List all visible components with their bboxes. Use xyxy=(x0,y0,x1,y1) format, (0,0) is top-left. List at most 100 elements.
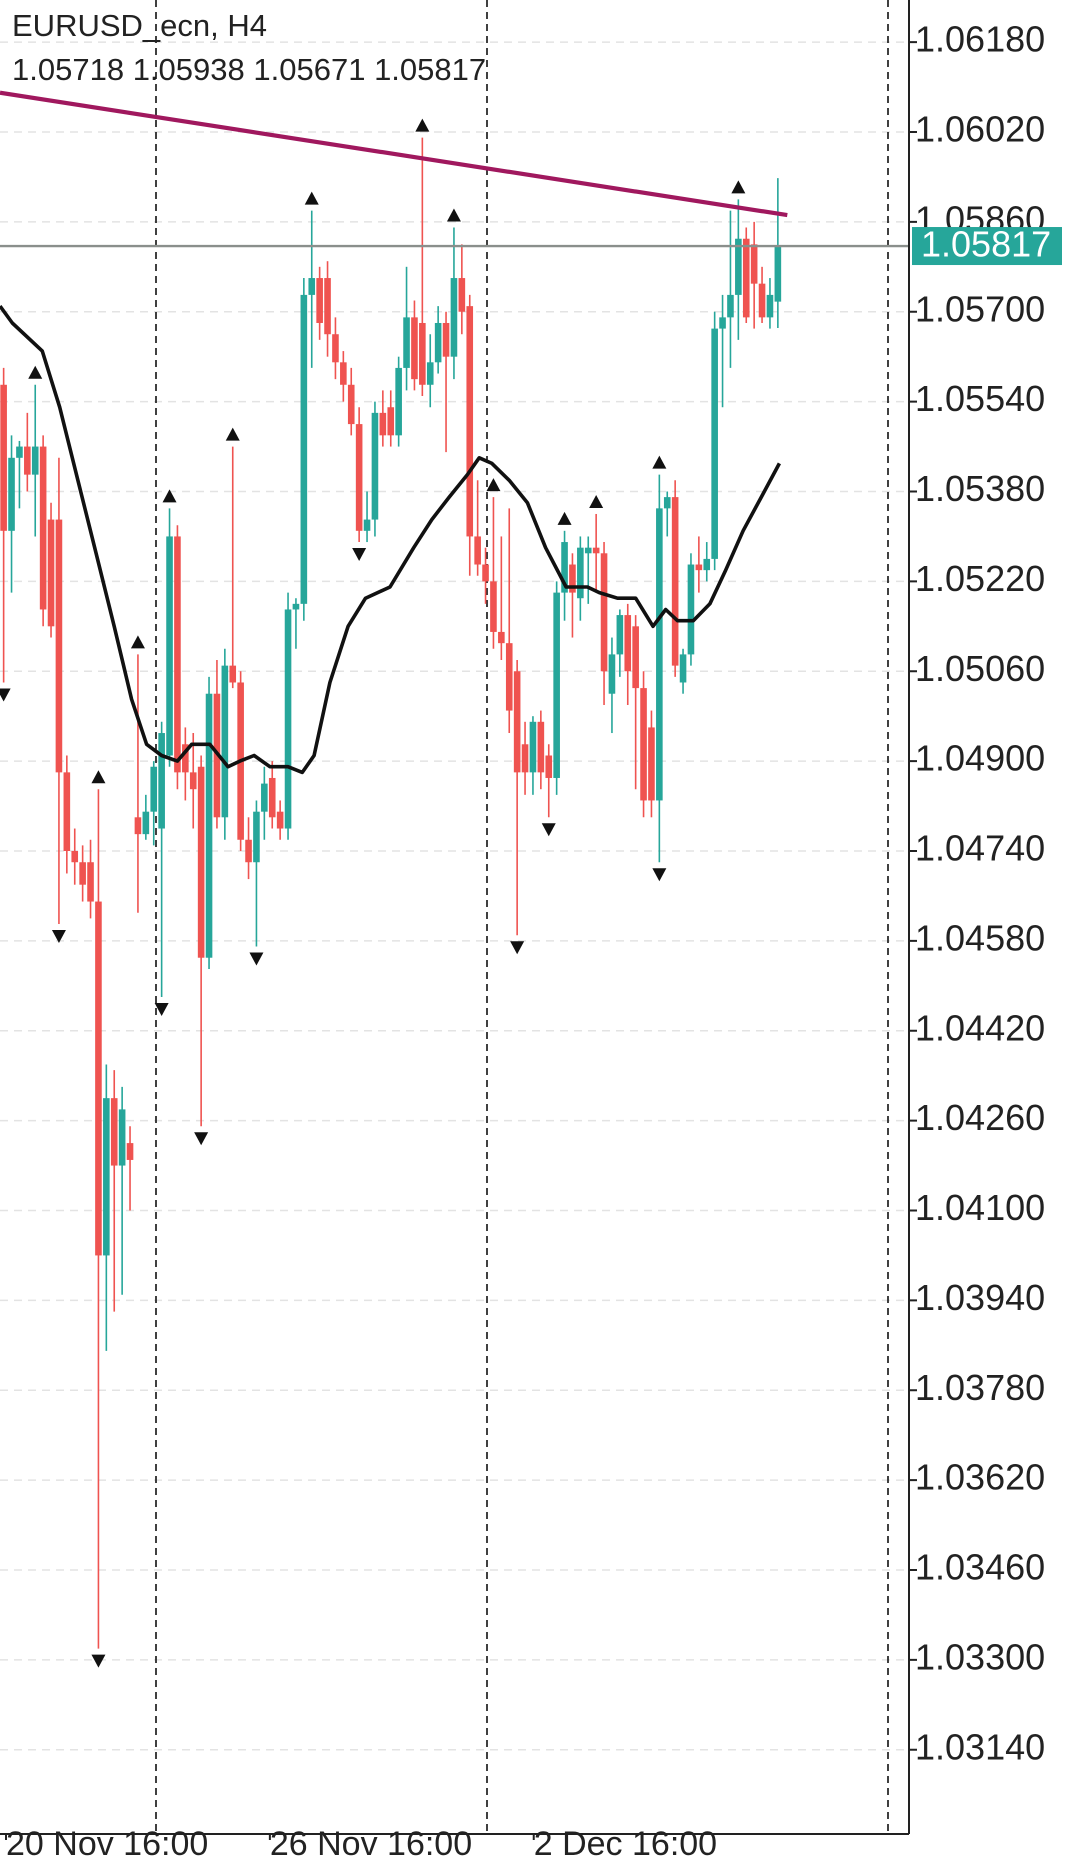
fractal-up-arrow xyxy=(557,511,572,525)
candle-body xyxy=(505,643,513,711)
fractal-up-arrow xyxy=(162,489,177,503)
fractal-up-arrow xyxy=(486,478,501,492)
candle-body xyxy=(766,294,774,318)
candle-body xyxy=(166,536,173,756)
candle-body xyxy=(482,564,489,582)
candle-body xyxy=(403,317,410,368)
candle-body xyxy=(134,817,142,835)
candle-body xyxy=(47,519,55,627)
candle-body xyxy=(189,772,197,790)
trendline xyxy=(0,90,788,218)
candle-body xyxy=(711,328,718,559)
candle-body xyxy=(118,1109,126,1166)
header-low: 1.05671 xyxy=(253,52,366,87)
candle-body xyxy=(561,542,568,593)
candle-body xyxy=(458,278,466,312)
candle-body xyxy=(31,446,39,475)
y-tick-label: 1.04260 xyxy=(915,1097,1045,1138)
fractal-up-arrow xyxy=(304,191,319,205)
candle-body xyxy=(395,367,402,436)
candle-body xyxy=(355,424,363,531)
header-close: 1.05817 xyxy=(374,52,487,87)
fractal-down-arrow xyxy=(352,548,367,562)
candle-body xyxy=(205,693,213,958)
candle-body xyxy=(640,688,647,801)
candle-body xyxy=(332,334,339,363)
candle-body xyxy=(584,547,592,554)
y-tick-label: 1.05540 xyxy=(915,378,1045,419)
fractal-down-arrow xyxy=(510,941,525,955)
last-price-box xyxy=(912,227,1062,266)
candle-body xyxy=(498,631,505,644)
candle-body xyxy=(55,519,63,773)
y-tick-label: 1.06020 xyxy=(915,109,1045,150)
candle-body xyxy=(39,446,47,610)
candle-body xyxy=(632,626,639,689)
candle-body xyxy=(513,671,521,773)
fractal-down-arrow xyxy=(194,1132,209,1146)
candle-body xyxy=(577,547,584,599)
candle-body xyxy=(687,564,695,655)
candle-body xyxy=(719,317,726,329)
y-tick-label: 1.05060 xyxy=(915,648,1045,689)
candle-body xyxy=(742,238,750,318)
fractal-down-arrow xyxy=(154,1003,169,1017)
header-high: 1.05938 xyxy=(132,52,245,87)
candle-body xyxy=(142,811,150,835)
fractal-up-arrow xyxy=(28,365,43,379)
candle-body xyxy=(727,294,734,318)
candle-body xyxy=(221,665,229,818)
fractal-up-arrow xyxy=(589,494,604,508)
candle-body xyxy=(245,839,252,863)
y-tick-label: 1.06180 xyxy=(915,19,1045,60)
y-tick-label: 1.05220 xyxy=(915,558,1045,599)
y-tick-label: 1.04580 xyxy=(915,917,1045,958)
candle-body xyxy=(126,1143,134,1160)
fractal-down-arrow xyxy=(652,868,667,882)
candle-body xyxy=(750,244,758,284)
candle-body xyxy=(24,446,31,475)
x-tick-label: 20 Nov 16:00 xyxy=(6,1825,208,1863)
fractal-up-arrow xyxy=(415,118,430,132)
candle-body xyxy=(16,446,23,458)
candle-body xyxy=(300,294,308,604)
candle-body xyxy=(521,744,529,773)
candle-body xyxy=(774,246,782,302)
y-tick-label: 1.04900 xyxy=(915,738,1045,779)
candle-body xyxy=(695,564,703,571)
candle-body xyxy=(340,362,347,385)
candle-body xyxy=(442,322,450,357)
candle-body xyxy=(363,519,371,531)
y-tick-label: 1.04100 xyxy=(915,1187,1045,1228)
candle-body xyxy=(758,283,766,318)
candle-body xyxy=(735,238,742,295)
candle-body xyxy=(679,654,687,683)
candle-body xyxy=(656,508,663,801)
fractal-up-arrow xyxy=(130,635,145,649)
last-price-label: 1.05817 xyxy=(921,224,1051,265)
y-tick-label: 1.03940 xyxy=(915,1277,1045,1318)
candle-body xyxy=(466,306,474,537)
plot xyxy=(0,90,909,1668)
candle-body xyxy=(347,384,355,425)
candle-body xyxy=(229,665,237,683)
candle-body xyxy=(663,497,671,509)
fractal-down-arrow xyxy=(0,688,11,702)
candle-body xyxy=(371,412,379,520)
y-tick-label: 1.03140 xyxy=(915,1726,1045,1767)
candle-body xyxy=(608,654,616,694)
candle-body xyxy=(411,317,418,380)
candle-body xyxy=(545,755,553,778)
candle-body xyxy=(569,564,576,593)
candle-body xyxy=(419,322,426,385)
fractal-up-arrow xyxy=(731,180,746,194)
candle-body xyxy=(182,744,189,773)
y-tick-label: 1.05380 xyxy=(915,468,1045,509)
x-tick-label: 2 Dec 16:00 xyxy=(534,1825,717,1863)
candle-body xyxy=(150,766,158,812)
fractal-down-arrow xyxy=(541,823,556,837)
candle-body xyxy=(261,783,268,812)
candle-body xyxy=(268,777,276,818)
